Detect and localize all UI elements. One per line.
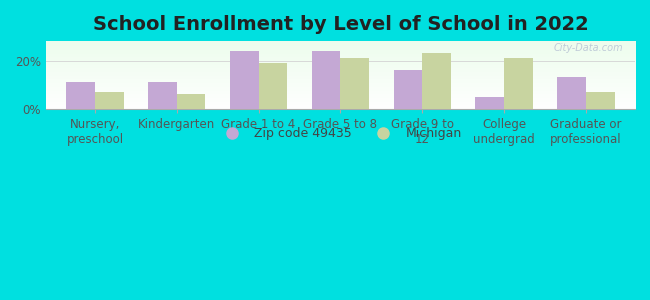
Bar xyxy=(504,58,533,109)
Bar xyxy=(394,70,422,109)
Bar xyxy=(586,92,614,109)
Bar xyxy=(66,82,95,109)
Bar xyxy=(341,58,369,109)
Bar xyxy=(422,53,451,109)
Bar xyxy=(312,51,341,109)
Bar xyxy=(259,63,287,109)
Bar xyxy=(177,94,205,109)
Title: School Enrollment by Level of School in 2022: School Enrollment by Level of School in … xyxy=(92,15,588,34)
Bar xyxy=(557,77,586,109)
Bar xyxy=(148,82,177,109)
Bar xyxy=(95,92,124,109)
Bar xyxy=(230,51,259,109)
Text: City-Data.com: City-Data.com xyxy=(554,43,623,53)
Legend: Zip code 49435, Michigan: Zip code 49435, Michigan xyxy=(214,122,467,145)
Bar xyxy=(475,97,504,109)
